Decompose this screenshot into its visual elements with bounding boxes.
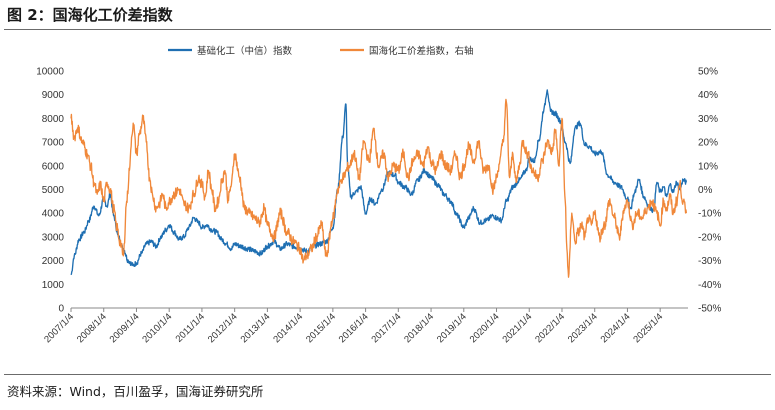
right-tick-label: -20%	[698, 232, 721, 243]
series-line-spread	[70, 98, 688, 278]
left-tick-label: 2000	[42, 256, 65, 267]
source-rule	[4, 374, 771, 375]
x-tick-label: 2022/1/4	[533, 311, 567, 345]
left-tick-label: 9000	[42, 90, 65, 101]
source-note: 资料来源：Wind，百川盈孚，国海证券研究所	[7, 384, 264, 399]
right-y-axis: -50% -40% -30% -20% -10% 0% 10% 20% 30% 40% 50%	[698, 67, 721, 315]
x-tick-label: 2013/1/4	[239, 311, 273, 345]
x-tick-label: 2020/1/4	[468, 311, 502, 345]
legend-label-spread: 国海化工价差指数，右轴	[369, 45, 474, 57]
right-tick-label: -10%	[698, 209, 721, 220]
left-tick-label: 10000	[36, 67, 64, 78]
left-tick-label: 5000	[42, 185, 65, 196]
x-tick-label: 2014/1/4	[271, 311, 305, 345]
x-tick-label: 2023/1/4	[566, 311, 600, 345]
right-tick-label: 30%	[698, 114, 718, 125]
right-tick-label: 0%	[698, 185, 713, 196]
x-tick-label: 2007/1/4	[42, 311, 76, 345]
x-tick-label: 2021/1/4	[500, 311, 534, 345]
left-tick-label: 6000	[42, 161, 65, 172]
legend: 基础化工（中信）指数 国海化工价差指数，右轴	[168, 45, 474, 57]
x-tick-label: 2019/1/4	[435, 311, 469, 345]
x-tick-label: 2017/1/4	[370, 311, 404, 345]
chart: 基础化工（中信）指数 国海化工价差指数，右轴 0 1000 2000 3000 4000…	[36, 45, 721, 345]
series-line-index	[70, 89, 688, 276]
left-tick-label: 1000	[42, 280, 65, 291]
x-tick-label: 2016/1/4	[337, 311, 371, 345]
x-tick-label: 2011/1/4	[174, 311, 207, 344]
right-tick-label: -30%	[698, 256, 721, 267]
left-tick-label: 7000	[42, 138, 65, 149]
left-y-axis: 0 1000 2000 3000 4000 5000 6000 7000 8000 9000 100…	[36, 67, 64, 315]
right-tick-label: 10%	[698, 161, 718, 172]
left-tick-label: 8000	[42, 114, 65, 125]
left-tick-label: 0	[58, 304, 64, 315]
figure-title: 图 2：国海化工价差指数	[7, 6, 173, 24]
right-tick-label: 40%	[698, 90, 718, 101]
x-tick-label: 2010/1/4	[140, 311, 174, 345]
x-tick-label: 2025/1/4	[631, 311, 665, 345]
x-tick-label: 2018/1/4	[402, 311, 436, 345]
x-tick-label: 2012/1/4	[206, 311, 240, 345]
right-tick-label: -40%	[698, 280, 721, 291]
right-tick-label: 50%	[698, 67, 718, 78]
x-tick-label: 2008/1/4	[75, 311, 109, 345]
series-group	[70, 89, 688, 278]
left-tick-label: 3000	[42, 232, 65, 243]
right-tick-label: 20%	[698, 138, 718, 149]
left-tick-label: 4000	[42, 209, 65, 220]
x-tick-label: 2024/1/4	[599, 311, 633, 345]
right-tick-label: -50%	[698, 304, 721, 315]
title-rule	[4, 29, 771, 30]
x-tick-label: 2009/1/4	[108, 311, 142, 345]
x-tick-label: 2015/1/4	[304, 311, 338, 345]
legend-label-index: 基础化工（中信）指数	[197, 45, 293, 57]
